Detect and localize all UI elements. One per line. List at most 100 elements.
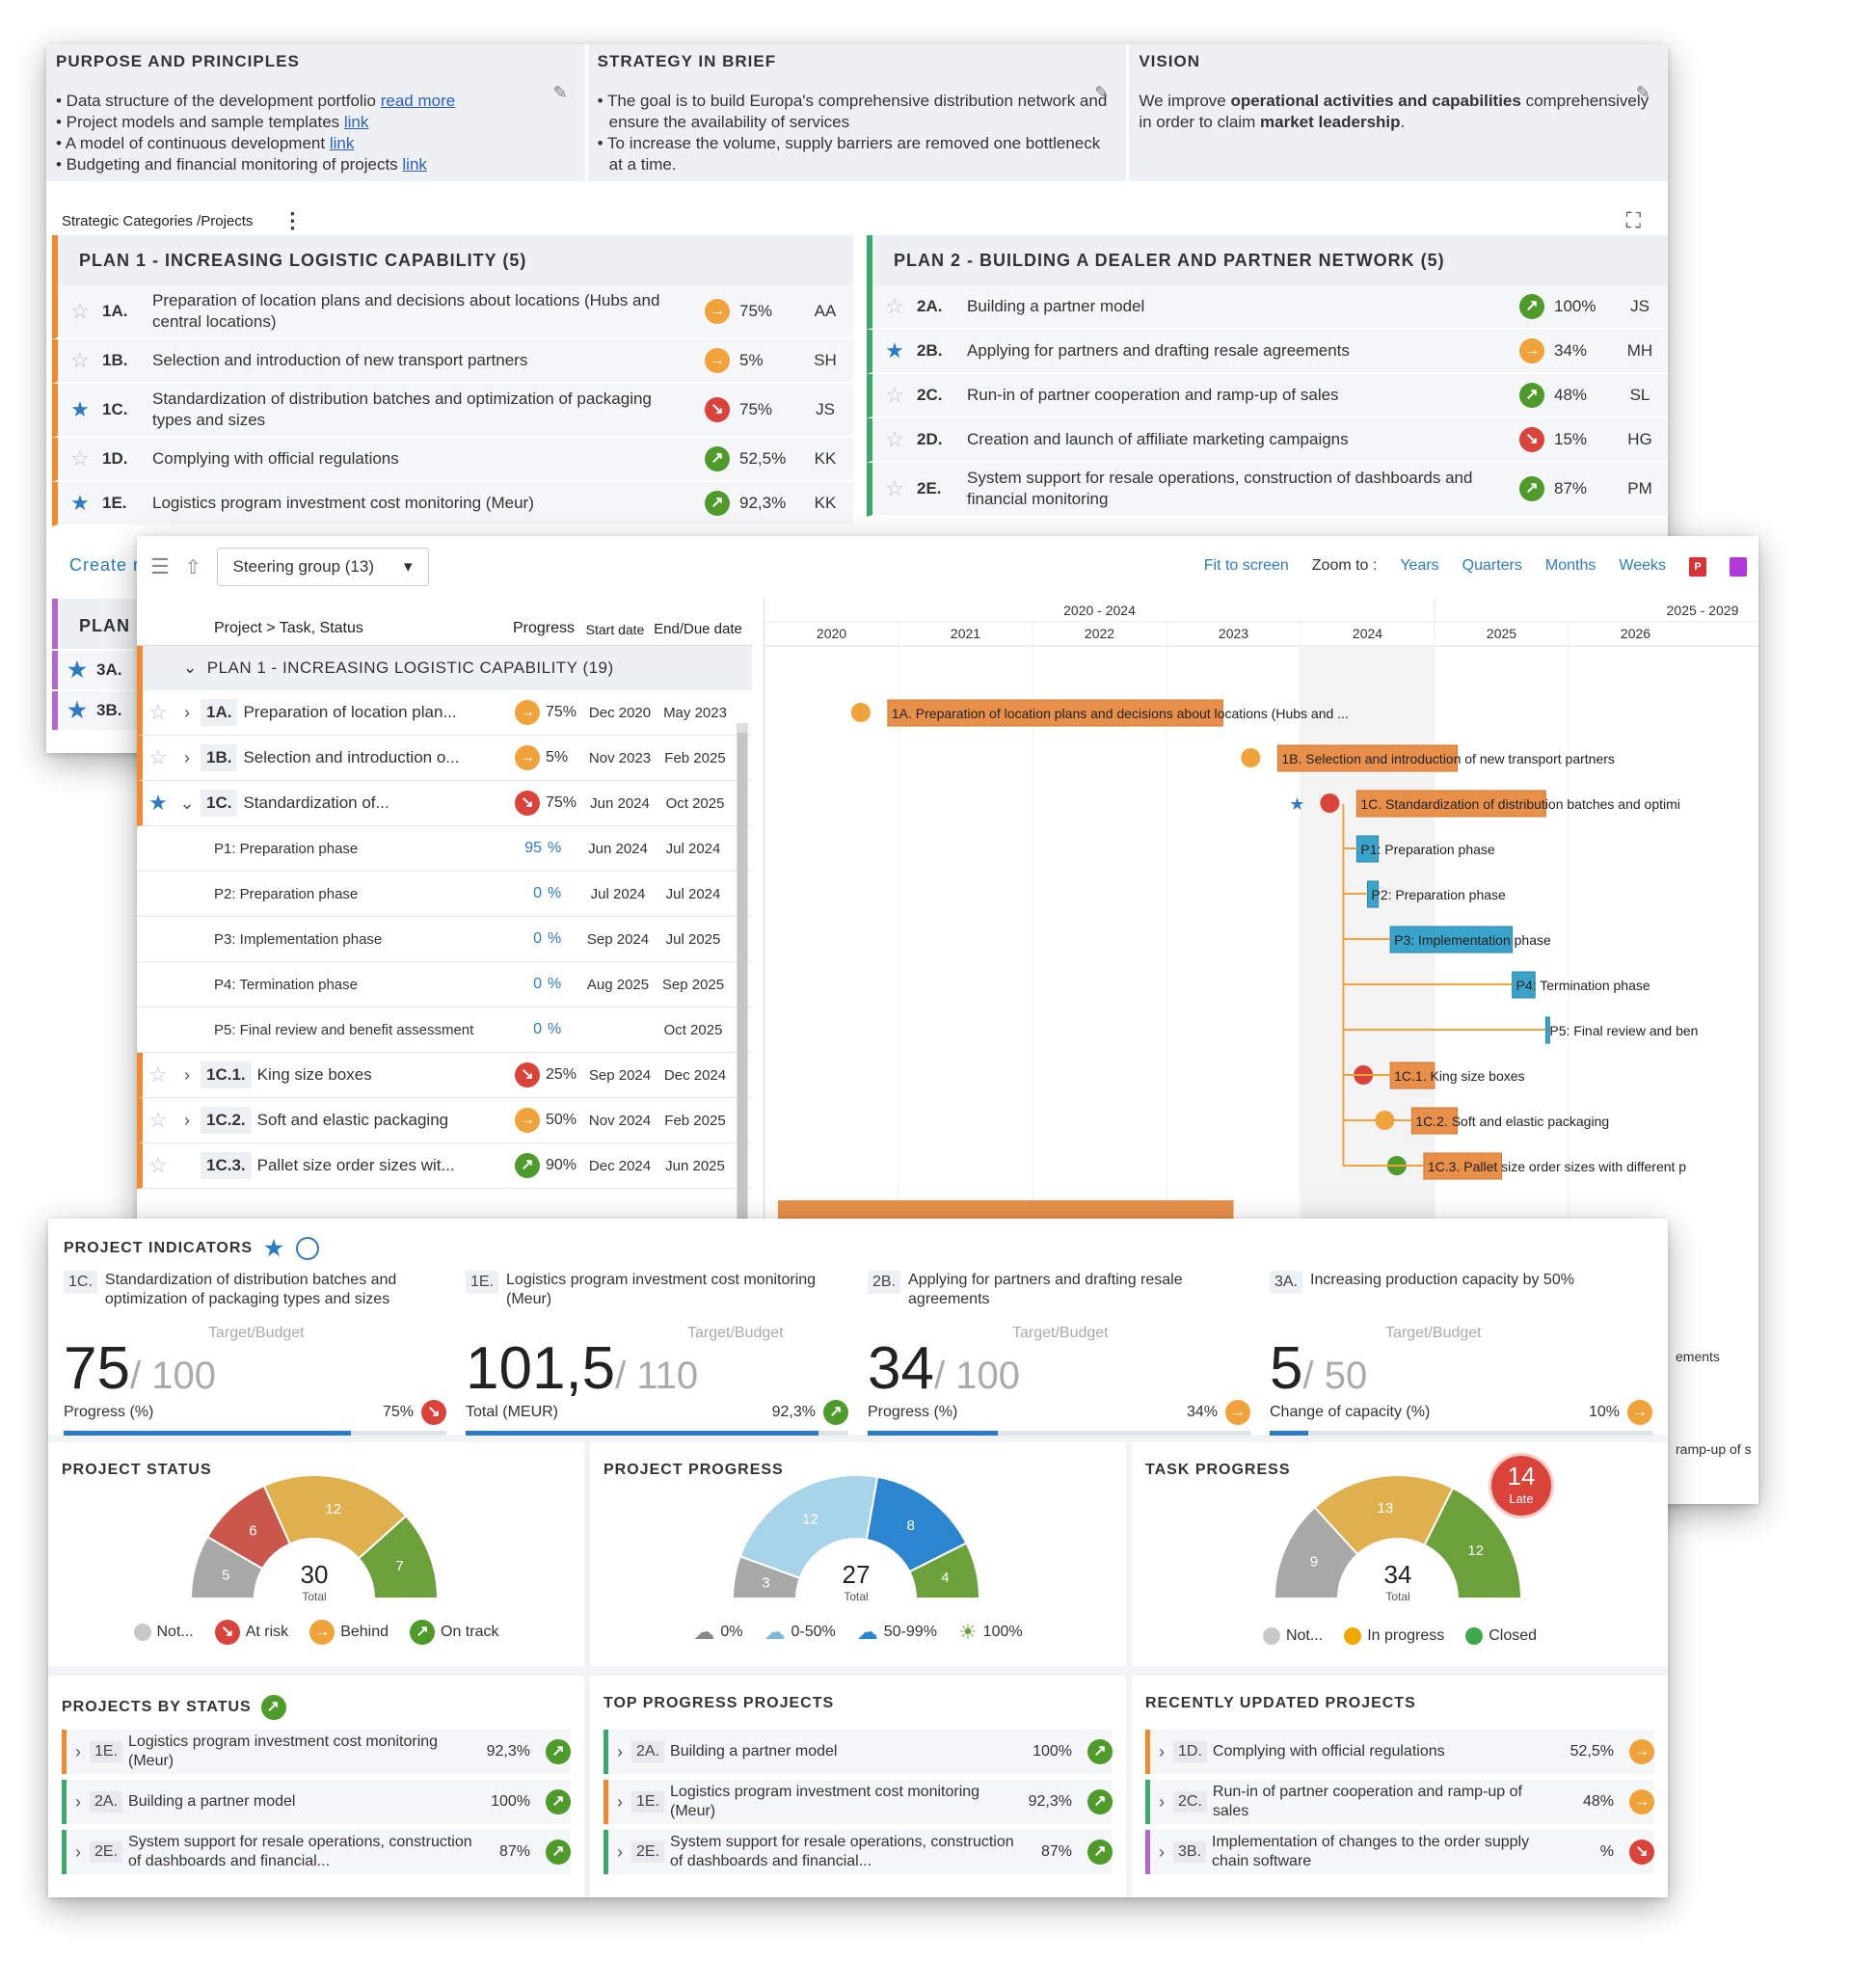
header-progress[interactable]: Progress [512, 620, 576, 636]
plan-3-row[interactable]: ★ 3B. [52, 691, 148, 730]
list-item[interactable]: › 2A. Building a partner model 100% ↗ [62, 1780, 571, 1824]
list-item[interactable]: › 1E. Logistics program investment cost mo… [604, 1780, 1113, 1824]
plan-3-row[interactable]: ★ 3A. [52, 651, 148, 689]
project-title[interactable]: Applying for partners and drafting resal… [967, 341, 1350, 360]
star-icon[interactable]: ★ [264, 1236, 284, 1260]
legend-item[interactable]: ↗ On track [410, 1620, 498, 1645]
project-title[interactable]: Building a partner model [967, 297, 1145, 315]
project-row[interactable]: ☆ 2A. Building a partner model ↗ 100% JS [867, 285, 1668, 330]
header-task[interactable]: Project > Task, Status [214, 620, 363, 636]
expand-chevron-icon[interactable]: › [617, 1791, 623, 1812]
gantt-bar-label[interactable]: 1C.3. Pallet size order sizes with diffe… [1428, 1159, 1686, 1174]
task-title-cell[interactable]: 1C.1. King size boxes [201, 1061, 515, 1088]
star-icon[interactable]: ☆ [885, 476, 904, 500]
kpi-card[interactable]: 1C. Standardization of distribution batch… [54, 1271, 456, 1436]
project-row[interactable]: ★ 2B. Applying for partners and drafting r… [867, 330, 1668, 374]
legend-item[interactable]: Not... [1262, 1627, 1323, 1645]
plan-1-title[interactable]: PLAN 1 - INCREASING LOGISTIC CAPABILITY … [52, 235, 853, 285]
project-row[interactable]: ☆ 2D. Creation and launch of affiliate mar… [867, 418, 1668, 463]
header-start[interactable]: Start date [585, 622, 645, 637]
zoom-months-button[interactable]: Months [1544, 557, 1596, 574]
list-item[interactable]: › 2E. System support for resale operations… [62, 1830, 571, 1874]
chevron-down-icon[interactable]: ⌄ [183, 658, 198, 677]
list-item[interactable]: › 1D. Complying with official regulations 5… [1145, 1730, 1654, 1774]
gantt-bar[interactable] [1410, 1107, 1459, 1135]
gantt-bar[interactable] [1423, 1152, 1503, 1180]
legend-item[interactable]: → Behind [309, 1620, 389, 1645]
gantt-bar-label[interactable]: P5: Final review and ben [1549, 1023, 1698, 1038]
task-title-cell[interactable]: 1B. Selection and introduction o... [201, 744, 515, 771]
expand-chevron-icon[interactable]: › [1159, 1741, 1165, 1761]
sort-up-icon[interactable]: ⇧ [184, 556, 201, 578]
project-title[interactable]: Run-in of partner cooperation and ramp-u… [967, 386, 1339, 404]
task-title-cell[interactable]: 1C.3. Pallet size order sizes wit... [201, 1152, 515, 1179]
star-icon[interactable]: ☆ [70, 446, 90, 470]
zoom-quarters-button[interactable]: Quarters [1462, 557, 1522, 574]
project-title[interactable]: Logistics program investment cost monito… [152, 494, 534, 512]
legend-item[interactable]: Not... [133, 1624, 194, 1641]
project-title[interactable]: Complying with official regulations [152, 449, 399, 468]
image-export-icon[interactable] [1730, 557, 1747, 577]
project-row[interactable]: ★ 1C. Standardization of distribution batc… [52, 384, 853, 438]
star-icon[interactable]: ★ [70, 491, 90, 515]
star-icon[interactable]: ☆ [148, 745, 168, 769]
list-item[interactable]: › 1E. Logistics program investment cost mo… [62, 1730, 571, 1774]
project-title[interactable]: System support for resale operations, co… [967, 469, 1473, 508]
star-icon[interactable]: ★ [885, 338, 904, 363]
list-item[interactable]: › 3B. Implementation of changes to the ord… [1145, 1830, 1654, 1874]
zoom-years-button[interactable]: Years [1400, 557, 1439, 574]
kpi-card[interactable]: 2B. Applying for partners and drafting re… [858, 1271, 1260, 1436]
purpose-link[interactable]: link [329, 134, 355, 152]
legend-item[interactable]: ☁ 50-99% [857, 1620, 937, 1645]
gantt-task-row[interactable]: ☆ › 1B. Selection and introduction o... → 5% N… [137, 736, 752, 781]
gantt-bar-label[interactable]: P4: Termination phase [1516, 978, 1650, 993]
list-item[interactable]: › 2C. Run-in of partner cooperation and ra… [1145, 1780, 1654, 1824]
star-icon[interactable]: ☆ [885, 383, 904, 407]
gantt-task-row[interactable]: ☆ › 1C.1. King size boxes ↘ 25% Sep 2024 Dec 20… [137, 1053, 752, 1098]
star-icon[interactable]: ☆ [70, 348, 90, 372]
legend-item[interactable]: ☀ 100% [958, 1620, 1023, 1645]
gantt-bar-partial[interactable] [777, 1200, 1234, 1220]
expand-icon[interactable]: ⛶ [1625, 208, 1641, 232]
expand-chevron-icon[interactable]: › [184, 1110, 190, 1130]
star-icon[interactable]: ☆ [70, 299, 90, 323]
project-title[interactable]: Preparation of location plans and decisi… [152, 291, 660, 331]
star-icon[interactable]: ★ [67, 658, 87, 682]
expand-chevron-icon[interactable]: › [617, 1741, 623, 1761]
gantt-bar[interactable] [1389, 926, 1514, 954]
gauge-segment[interactable] [908, 1542, 981, 1599]
gauge-segment[interactable] [357, 1514, 440, 1599]
expand-chevron-icon[interactable]: ⌄ [179, 793, 195, 813]
gantt-phase-row[interactable]: P3: Implementation phase 0% Sep 2024 Jul 20… [137, 917, 752, 962]
project-row[interactable]: ★ 1E. Logistics program investment cost mo… [52, 482, 853, 526]
gantt-bar-label[interactable]: P2: Preparation phase [1372, 887, 1507, 902]
zoom-weeks-button[interactable]: Weeks [1619, 557, 1666, 574]
star-icon[interactable]: ☆ [148, 1153, 168, 1177]
project-title[interactable]: Creation and launch of affiliate marketi… [967, 430, 1349, 448]
legend-item[interactable]: In progress [1344, 1627, 1444, 1645]
project-row[interactable]: ☆ 1A. Preparation of location plans and de… [52, 285, 853, 339]
star-icon[interactable]: ★ [148, 791, 168, 815]
kpi-card[interactable]: 3A. Increasing production capacity by 50%… [1260, 1271, 1662, 1436]
purpose-link[interactable]: link [343, 113, 369, 131]
gantt-bar-label[interactable]: P3: Implementation phase [1394, 932, 1551, 948]
expand-chevron-icon[interactable]: › [1159, 1841, 1165, 1862]
gantt-phase-row[interactable]: P1: Preparation phase 95% Jun 2024 Jul 2024 [137, 826, 752, 872]
late-badge[interactable]: 14 Late [1491, 1456, 1551, 1516]
gantt-task-row[interactable]: ☆ › 1A. Preparation of location plan... → 75%… [137, 690, 752, 736]
project-title[interactable]: Standardization of distribution batches … [152, 390, 652, 429]
star-icon[interactable]: ☆ [148, 700, 168, 724]
expand-chevron-icon[interactable]: › [184, 747, 190, 767]
expand-chevron-icon[interactable]: › [617, 1841, 623, 1862]
legend-item[interactable]: ↘ At risk [214, 1620, 288, 1645]
gantt-bar-label[interactable]: 1C.2. Soft and elastic packaging [1415, 1114, 1609, 1129]
gantt-bar[interactable] [887, 699, 1223, 727]
star-icon[interactable]: ☆ [885, 294, 904, 318]
list-item[interactable]: › 2E. System support for resale operations… [604, 1830, 1113, 1874]
gauge-segment[interactable] [1423, 1487, 1523, 1599]
gauge-segment[interactable] [262, 1474, 408, 1560]
project-row[interactable]: ☆ 2E. System support for resale operations… [867, 463, 1668, 517]
task-title-cell[interactable]: 1C.2. Soft and elastic packaging [201, 1107, 515, 1134]
edit-pencil-icon[interactable]: ✎ [552, 83, 568, 102]
purpose-link[interactable]: link [402, 155, 427, 174]
